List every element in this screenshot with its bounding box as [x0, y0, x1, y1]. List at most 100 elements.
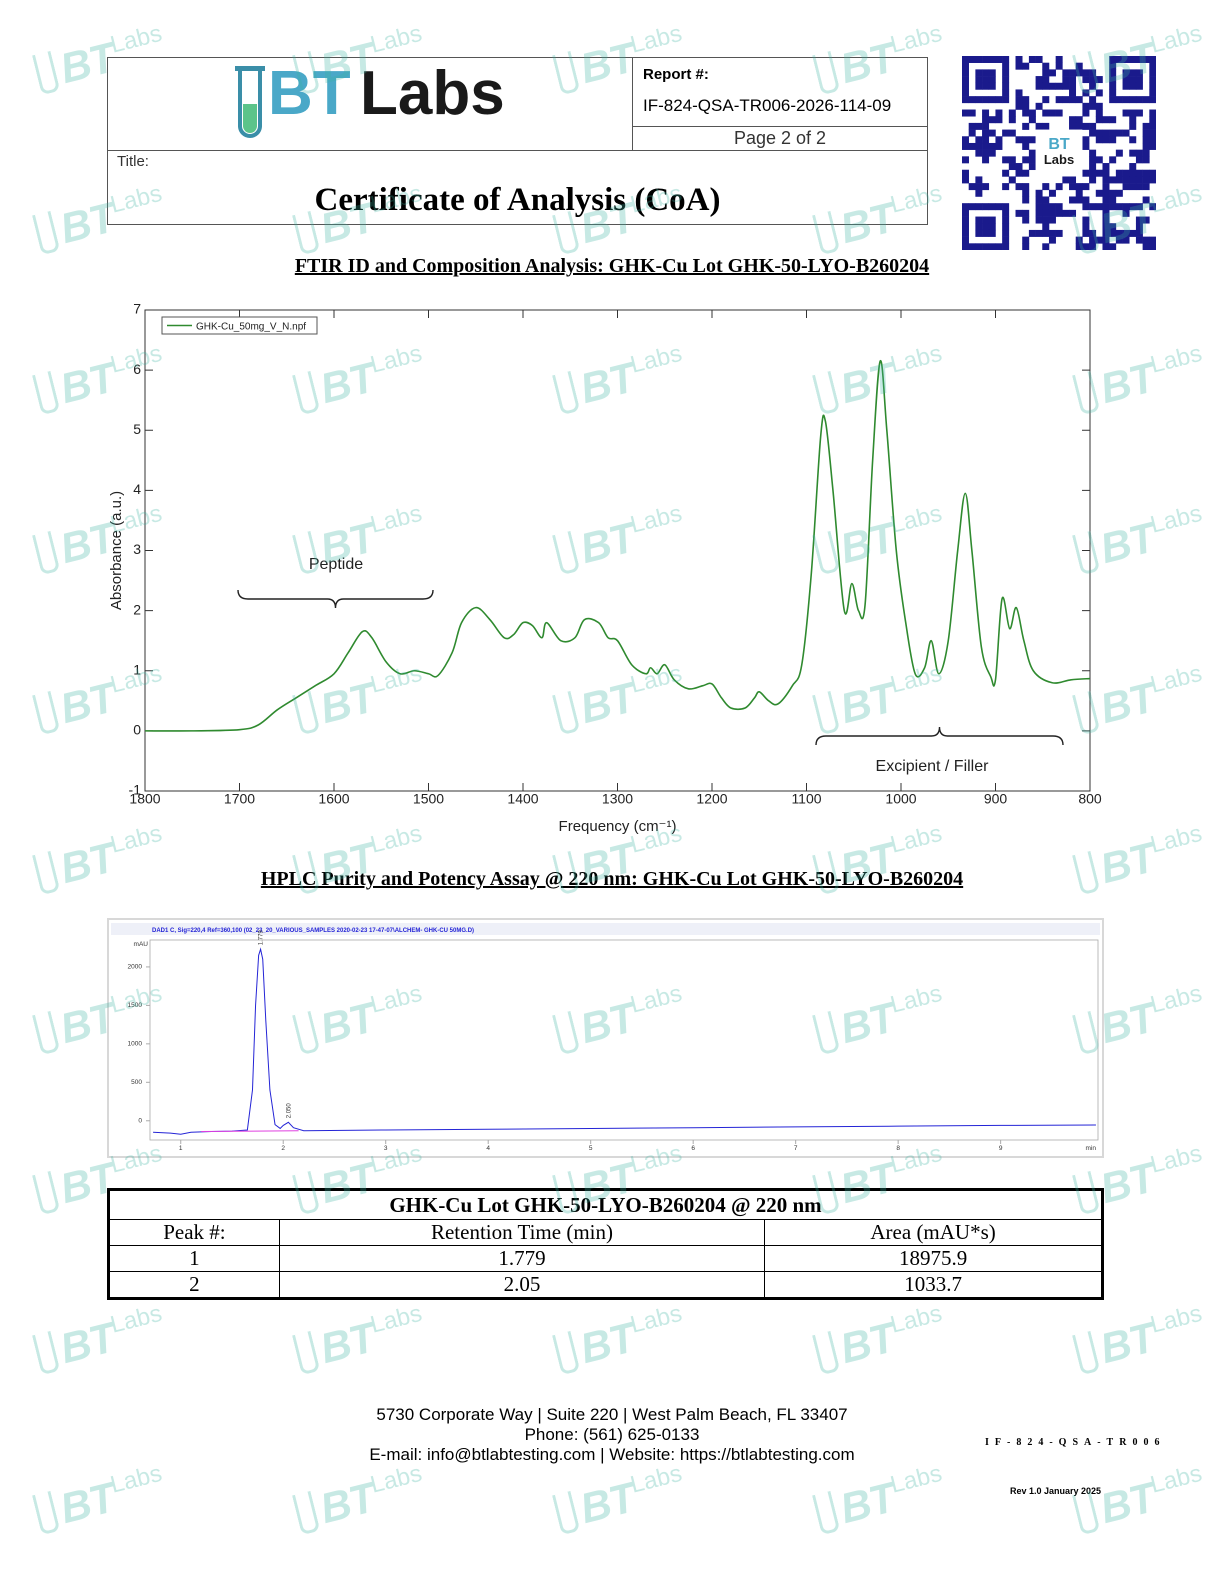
qr-module [962, 229, 969, 237]
qr-module [1115, 176, 1123, 184]
qr-module [1142, 142, 1150, 150]
y-tick-label: 4 [133, 481, 141, 497]
qr-module [962, 82, 969, 90]
qr-module [1075, 236, 1083, 244]
qr-module [1129, 169, 1137, 177]
qr-module [968, 243, 976, 250]
qr-module [1109, 82, 1117, 90]
qr-module [1022, 96, 1030, 104]
footer-contact: E-mail: info@btlabtesting.com | Website:… [369, 1445, 855, 1464]
qr-module [968, 56, 976, 63]
qr-module [1135, 236, 1143, 244]
qr-module [1015, 102, 1023, 110]
watermark-bt: BT [315, 1473, 380, 1533]
qr-module [1122, 82, 1130, 90]
qr-module [982, 136, 990, 144]
watermark-labs: Labs [887, 19, 945, 59]
qr-module [1142, 56, 1150, 63]
watermark-labs: Labs [1147, 339, 1205, 379]
qr-module [1135, 169, 1143, 177]
x-tick-label: 1 [179, 1145, 183, 1152]
header [107, 57, 928, 225]
watermark-labs: Labs [627, 1299, 685, 1339]
qr-module [1042, 76, 1050, 84]
watermark: BTLabs [551, 1300, 690, 1379]
qr-module [1062, 209, 1070, 217]
qr-module [982, 122, 990, 130]
qr-module [1028, 136, 1036, 144]
qr-module [1055, 109, 1063, 117]
annotation: Excipient / Filler [876, 758, 990, 775]
qr-module [1149, 236, 1156, 244]
qr-module [1002, 82, 1010, 90]
qr-module [1022, 156, 1030, 164]
x-tick-label: 2 [281, 1145, 285, 1152]
qr-module [1028, 56, 1036, 63]
qr-module [975, 203, 983, 211]
qr-module [1028, 116, 1036, 124]
qr-module [1135, 216, 1143, 224]
qr-module [1142, 183, 1150, 191]
qr-module [1089, 96, 1097, 104]
qr-module [982, 129, 990, 137]
qr-module [962, 76, 969, 84]
qr-module [1002, 229, 1010, 237]
qr-module [1135, 229, 1143, 237]
qr-module [1135, 183, 1143, 191]
watermark-tube [31, 1170, 61, 1216]
qr-module [1082, 169, 1090, 177]
qr-module [1122, 56, 1130, 63]
qr-module [1062, 82, 1070, 90]
qr-module [1028, 163, 1036, 171]
qr-module [1015, 209, 1023, 217]
qr-module [982, 216, 990, 224]
qr-module [1075, 62, 1083, 70]
qr-module [1102, 236, 1110, 244]
series-line [153, 947, 1096, 1135]
watermark-bt: BT [55, 1473, 120, 1533]
series-line [201, 1130, 299, 1133]
qr-module [1002, 56, 1010, 63]
x-tick-label: 1200 [696, 791, 727, 807]
watermark-labs: Labs [887, 1459, 945, 1499]
qr-module [1082, 69, 1090, 77]
qr-module [1095, 116, 1103, 124]
qr-module [1069, 89, 1077, 97]
qr-module [1135, 176, 1143, 184]
chart-title: DAD1 C, Sig=220,4 Ref=360,100 (02_23_20_… [152, 928, 474, 934]
qr-module [982, 203, 990, 211]
qr-module [1102, 223, 1110, 231]
qr-module [975, 96, 983, 104]
qr-module [1008, 176, 1016, 184]
qr-module [1069, 209, 1077, 217]
qr-module [1075, 183, 1083, 191]
qr-module [1089, 203, 1097, 211]
qr-module [1115, 56, 1123, 63]
qr-module [1102, 196, 1110, 204]
qr-module [1109, 156, 1117, 164]
watermark-labs: Labs [1147, 979, 1205, 1019]
watermark-labs: Labs [1147, 19, 1205, 59]
qr-module [1129, 229, 1137, 237]
watermark-labs: Labs [367, 1459, 425, 1499]
qr-module [962, 89, 969, 97]
watermark-tube [31, 210, 61, 256]
qr-module [962, 209, 969, 217]
qr-module [1095, 89, 1103, 97]
x-tick-label: 6 [691, 1145, 695, 1152]
qr-module [1048, 189, 1056, 197]
qr-module [1022, 169, 1030, 177]
qr-module [988, 76, 996, 84]
qr-module [1082, 216, 1090, 224]
qr-module [1022, 142, 1030, 150]
qr-module [1075, 189, 1083, 197]
qr-module [1102, 129, 1110, 137]
qr-module [1082, 183, 1090, 191]
qr-module [1109, 223, 1117, 231]
qr-module [1082, 122, 1090, 130]
qr-module [1095, 189, 1103, 197]
qr-module [1022, 243, 1030, 250]
qr-module [975, 122, 983, 130]
y-tick-label: 2 [133, 601, 141, 617]
